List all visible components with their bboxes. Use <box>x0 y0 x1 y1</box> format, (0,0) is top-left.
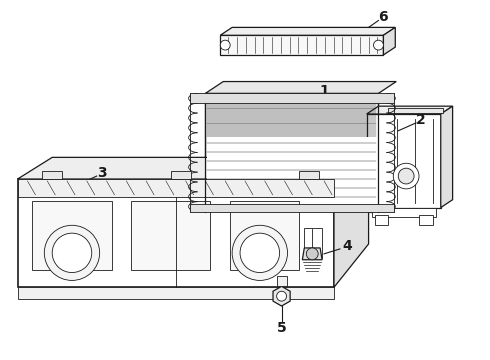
Text: 4: 4 <box>342 239 352 253</box>
Text: 5: 5 <box>277 321 287 335</box>
Polygon shape <box>367 114 441 208</box>
Polygon shape <box>220 35 383 55</box>
Circle shape <box>393 163 419 189</box>
Circle shape <box>232 225 288 280</box>
Polygon shape <box>383 27 395 55</box>
Polygon shape <box>419 215 433 225</box>
Polygon shape <box>32 201 112 270</box>
Polygon shape <box>277 276 287 286</box>
Polygon shape <box>220 27 395 35</box>
Circle shape <box>373 40 383 50</box>
Polygon shape <box>304 228 322 258</box>
Polygon shape <box>299 171 319 179</box>
Polygon shape <box>171 171 191 179</box>
Polygon shape <box>131 201 210 270</box>
Polygon shape <box>389 108 443 113</box>
Polygon shape <box>18 287 334 299</box>
Polygon shape <box>190 93 394 103</box>
Polygon shape <box>273 286 290 306</box>
Polygon shape <box>18 157 368 179</box>
Polygon shape <box>205 93 378 212</box>
Polygon shape <box>205 82 396 93</box>
Bar <box>207 137 376 208</box>
Text: 1: 1 <box>319 84 329 98</box>
Circle shape <box>277 291 287 301</box>
Polygon shape <box>371 208 436 217</box>
Polygon shape <box>18 179 334 197</box>
Polygon shape <box>441 106 453 208</box>
Polygon shape <box>42 171 62 179</box>
Polygon shape <box>302 248 322 260</box>
Polygon shape <box>334 157 368 287</box>
Circle shape <box>306 248 318 260</box>
Circle shape <box>240 233 280 273</box>
Circle shape <box>398 168 414 184</box>
Polygon shape <box>18 179 334 287</box>
Polygon shape <box>230 201 299 270</box>
Circle shape <box>52 233 92 273</box>
Text: 3: 3 <box>97 166 106 180</box>
Polygon shape <box>367 106 453 114</box>
Circle shape <box>44 225 99 280</box>
Polygon shape <box>374 215 389 225</box>
Text: 6: 6 <box>379 10 388 23</box>
Circle shape <box>220 40 230 50</box>
Polygon shape <box>190 204 394 212</box>
Text: 2: 2 <box>416 113 426 127</box>
